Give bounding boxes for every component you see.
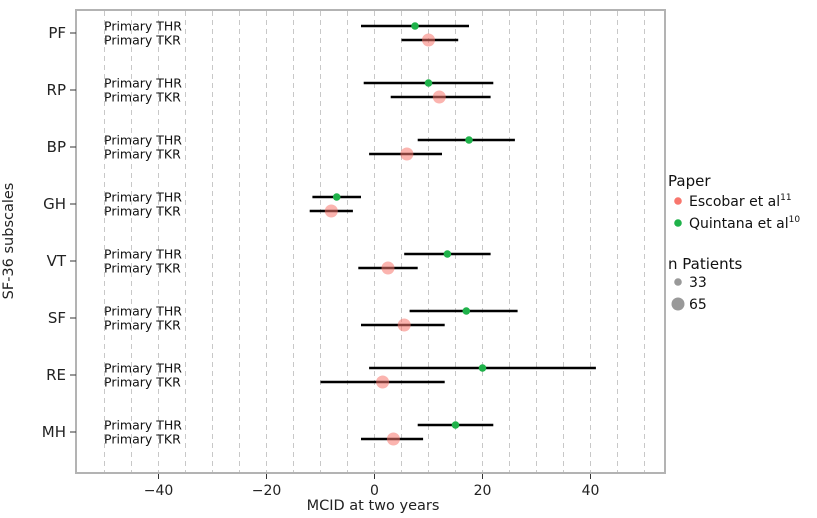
escobar-point: [324, 204, 338, 218]
y-axis-title: SF-36 subscales: [1, 183, 17, 300]
escobar-point: [381, 261, 395, 275]
legend-paper-label: Quintana et al10: [689, 215, 800, 232]
category-label: SF: [48, 309, 66, 327]
escobar-point: [432, 90, 446, 104]
escobar-point: [400, 147, 414, 161]
row-label: Primary THR: [104, 418, 182, 433]
row-label: Primary THR: [104, 133, 182, 148]
row-label: Primary TKR: [104, 375, 181, 390]
plot-panel: [75, 9, 666, 474]
quintana-point: [332, 193, 341, 201]
escobar-point: [422, 33, 435, 47]
category-label: RP: [47, 81, 66, 99]
x-axis-ticks: −40 −20 0 20 40: [144, 474, 600, 499]
x-tick-label: −40: [144, 483, 174, 499]
x-tick-label: 20: [474, 483, 492, 499]
category-label: BP: [47, 138, 66, 156]
legend-paper-key: [674, 219, 682, 227]
quintana-point: [451, 421, 460, 429]
row-label: Primary TKR: [104, 432, 181, 447]
category-label: GH: [43, 195, 66, 213]
legend-size-title: n Patients: [668, 255, 743, 273]
row-label: Primary TKR: [104, 147, 181, 162]
row-label: Primary THR: [104, 247, 182, 262]
point-estimates: [324, 22, 487, 446]
legend: Paper Escobar et al11 Quintana et al10 n …: [668, 172, 800, 313]
confidence-intervals: [309, 24, 596, 441]
row-label: Primary TKR: [104, 318, 181, 333]
x-axis-title: MCID at two years: [307, 498, 440, 514]
grid-lines: [104, 11, 645, 472]
category-label: RE: [46, 366, 66, 384]
legend-size-label: 65: [689, 297, 707, 313]
row-label: Primary TKR: [104, 261, 181, 276]
escobar-point: [397, 318, 411, 332]
legend-size-key: [674, 278, 682, 286]
category-label: MH: [42, 423, 66, 441]
quintana-point: [424, 79, 433, 87]
legend-size-key: [671, 297, 685, 311]
row-label: Primary THR: [104, 361, 182, 376]
quintana-point: [462, 307, 471, 315]
row-label: Primary TKR: [104, 90, 181, 105]
legend-paper-label: Escobar et al11: [689, 193, 792, 210]
row-label: Primary THR: [104, 304, 182, 319]
row-label: Primary THR: [104, 19, 182, 34]
row-label: Primary THR: [104, 190, 182, 205]
row-label: Primary TKR: [104, 33, 181, 48]
legend-paper-key: [674, 197, 682, 205]
legend-size-label: 33: [689, 275, 707, 291]
quintana-point: [411, 22, 419, 30]
x-tick-label: −20: [252, 483, 282, 499]
category-label: VT: [47, 252, 67, 270]
escobar-point: [386, 432, 400, 446]
x-tick-label: 40: [582, 483, 600, 499]
quintana-point: [443, 250, 452, 258]
category-labels: PF RP BP GH VT SF RE MH: [42, 24, 76, 441]
x-tick-label: 0: [370, 483, 379, 499]
legend-paper-title: Paper: [668, 172, 711, 190]
row-label: Primary TKR: [104, 204, 181, 219]
row-label: Primary THR: [104, 76, 182, 91]
quintana-point: [478, 364, 487, 372]
category-label: PF: [48, 24, 66, 42]
quintana-point: [465, 136, 473, 144]
escobar-point: [376, 375, 390, 389]
